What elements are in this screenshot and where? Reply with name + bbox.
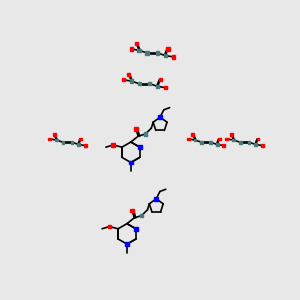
Bar (187, 137, 190, 140)
Bar (48, 137, 51, 140)
Bar (230, 133, 233, 136)
Bar (164, 54, 167, 57)
Bar (159, 78, 162, 81)
Bar (232, 139, 235, 141)
Bar (130, 47, 133, 51)
Bar (172, 55, 175, 58)
Bar (191, 133, 194, 136)
Bar (254, 143, 257, 146)
Bar (218, 137, 221, 140)
Bar (226, 137, 228, 140)
Bar (137, 49, 141, 52)
Bar (248, 141, 250, 144)
Bar (138, 145, 142, 149)
Bar (55, 139, 58, 141)
Bar (134, 227, 138, 231)
Bar (122, 78, 125, 81)
Bar (135, 42, 138, 45)
Bar (216, 143, 219, 146)
Bar (127, 73, 130, 76)
Bar (107, 225, 111, 228)
Bar (261, 144, 264, 147)
Bar (77, 143, 80, 146)
Bar (223, 144, 225, 147)
Bar (130, 80, 133, 83)
Bar (62, 141, 64, 144)
Bar (164, 86, 167, 89)
Bar (166, 47, 170, 51)
Bar (140, 214, 143, 217)
Bar (148, 82, 152, 85)
Bar (256, 137, 259, 140)
Bar (209, 141, 212, 144)
Bar (70, 141, 73, 144)
Bar (84, 144, 87, 147)
Bar (134, 127, 138, 131)
Bar (111, 143, 115, 147)
Bar (80, 137, 82, 140)
Bar (125, 242, 129, 246)
Bar (145, 51, 148, 55)
Bar (239, 141, 242, 144)
Bar (194, 139, 196, 141)
Bar (144, 132, 147, 136)
Bar (200, 141, 203, 144)
Bar (130, 209, 134, 212)
Bar (156, 85, 159, 88)
Bar (158, 115, 162, 119)
Bar (53, 133, 56, 136)
Bar (156, 51, 159, 55)
Bar (138, 82, 141, 85)
Bar (154, 197, 158, 201)
Bar (129, 161, 133, 164)
